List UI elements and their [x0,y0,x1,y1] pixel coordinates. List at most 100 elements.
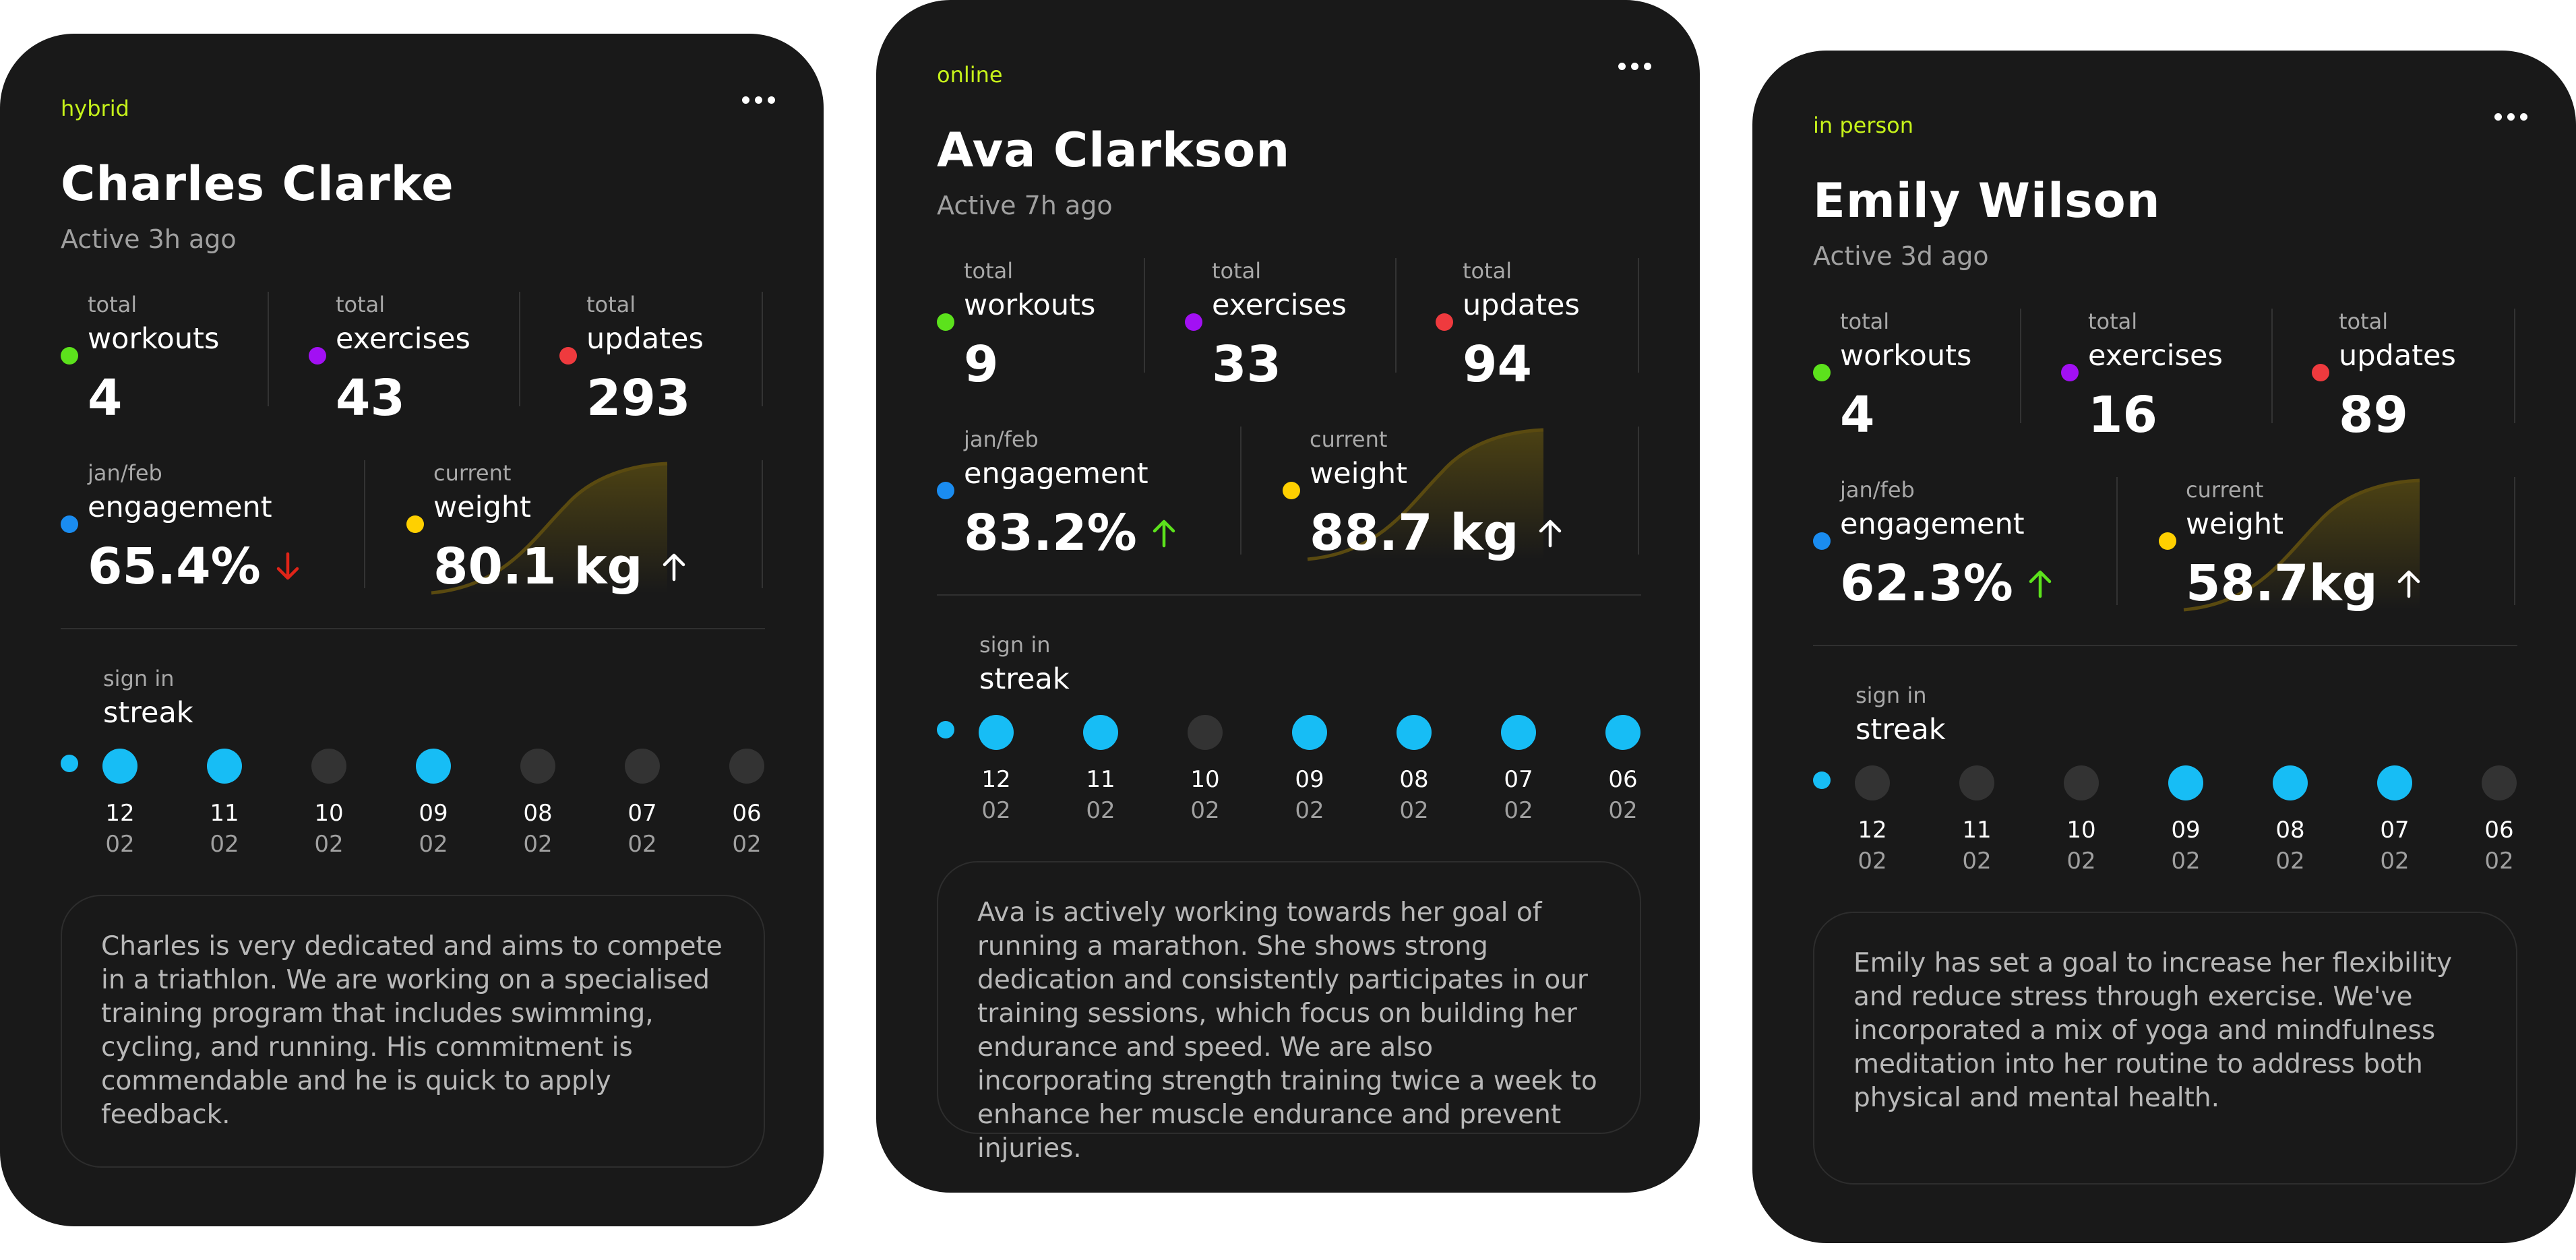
more-options-button[interactable] [1594,46,1675,86]
stat-value-updates: 94 [1463,336,1532,393]
streak-month-label: 02 [1295,797,1324,824]
weight-trend-arrow-icon [1539,519,1561,548]
streak-month-label: 02 [419,831,448,858]
streak-day-dot [102,749,137,784]
more-options-icon [2519,113,2527,121]
stat-label-workouts: workouts [88,322,220,356]
client-name: Emily Wilson [1813,173,2161,228]
divider [1144,258,1145,373]
divider [2514,477,2515,605]
divider [268,292,269,406]
section-divider [1813,645,2517,646]
coach-note: Charles is very dedicated and aims to co… [61,895,765,1168]
client-name: Charles Clarke [61,156,454,212]
streak-day-label: 10 [2066,817,2096,844]
exercises-color-dot [2061,364,2079,381]
streak-day-label: 08 [1399,766,1429,793]
streak-day-dot [2377,765,2412,800]
streak-day-label: 07 [2380,817,2410,844]
engagement-color-dot [1813,532,1831,550]
more-options-icon [741,96,749,104]
exercises-color-dot [1185,313,1202,331]
stat-value-exercises: 33 [1212,336,1281,393]
stat-label-exercises: exercises [1212,288,1347,322]
streak-day-label: 07 [1504,766,1533,793]
streak-month-label: 02 [105,831,135,858]
weight-caption: current [2186,477,2264,503]
stat-value-updates: 293 [586,369,691,427]
more-options-icon [2494,113,2502,121]
more-options-button[interactable] [718,80,799,120]
streak-day-dot [416,749,451,784]
engagement-caption: jan/feb [88,460,162,486]
coach-note: Emily has set a goal to increase her fle… [1813,912,2517,1185]
weight-value: 88.7 kg [1310,504,1565,562]
streak-day-label: 07 [627,800,657,827]
streak-day-dot [2482,765,2517,800]
streak-day-dot [520,749,555,784]
divider [2020,309,2021,423]
client-card: in person Emily Wilson Active 3d ago total w… [1752,51,2576,1243]
streak-month-label: 02 [1858,848,1887,875]
stat-caption: total [2339,309,2389,334]
stat-caption: total [1840,309,1890,334]
updates-color-dot [2312,364,2329,381]
stat-caption: total [964,258,1014,284]
streak-day-dot [729,749,764,784]
streak-month-label: 02 [1504,797,1533,824]
stat-value-updates: 89 [2339,386,2408,444]
streak-month-label: 02 [523,831,553,858]
streak-color-dot [937,721,954,738]
streak-label: streak [103,696,193,730]
streak-day-label: 11 [1086,766,1115,793]
streak-day-dot [2064,765,2099,800]
streak-day-dot [1083,715,1118,750]
engagement-value: 62.3% [1840,555,2055,612]
divider [519,292,520,406]
divider [1395,258,1397,373]
last-active-text: Active 3h ago [61,224,237,254]
more-options-icon [1643,62,1651,70]
streak-month-label: 02 [1190,797,1220,824]
engagement-value: 65.4% [88,538,303,596]
streak-month-label: 02 [1086,797,1115,824]
more-options-icon [1630,62,1638,70]
stat-label-workouts: workouts [964,288,1096,322]
streak-label: streak [979,662,1070,696]
workouts-color-dot [1813,364,1831,381]
streak-day-label: 08 [2275,817,2305,844]
more-options-icon [2507,113,2515,121]
stat-caption: total [336,292,386,317]
section-divider [61,628,765,629]
streak-day-dot [1292,715,1327,750]
stat-value-exercises: 43 [336,369,405,427]
stat-caption: total [1463,258,1512,284]
weight-trend-sparkline [1307,428,1544,561]
stat-value-workouts: 4 [1840,386,1875,444]
streak-label: streak [1856,713,1946,747]
streak-day-label: 12 [981,766,1011,793]
streak-day-label: 11 [1962,817,1992,844]
weight-caption: current [433,460,512,486]
more-options-button[interactable] [2470,96,2551,137]
client-name: Ava Clarkson [937,123,1291,178]
streak-caption: sign in [979,632,1051,658]
updates-color-dot [1436,313,1453,331]
streak-day-label: 10 [314,800,344,827]
streak-month-label: 02 [627,831,657,858]
stat-caption: total [586,292,636,317]
streak-day-label: 08 [523,800,553,827]
divider [1638,258,1639,373]
streak-day-dot [2168,765,2203,800]
last-active-text: Active 3d ago [1813,241,1989,271]
workouts-color-dot [937,313,954,331]
streak-month-label: 02 [2380,848,2410,875]
workouts-color-dot [61,347,78,365]
engagement-label: engagement [1840,507,2025,541]
updates-color-dot [559,347,577,365]
streak-day-label: 09 [2171,817,2201,844]
streak-day-dot [1855,765,1890,800]
streak-caption: sign in [103,666,175,691]
streak-day-label: 09 [419,800,448,827]
engagement-value: 83.2% [964,504,1179,562]
